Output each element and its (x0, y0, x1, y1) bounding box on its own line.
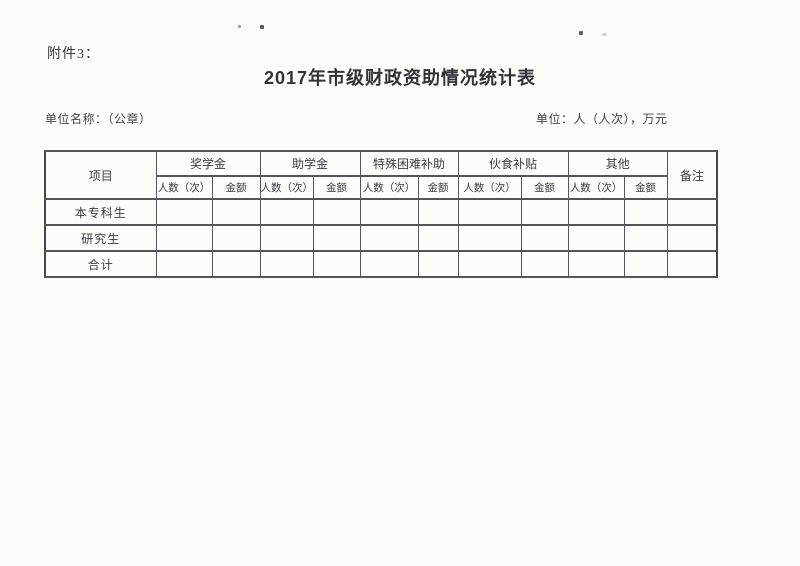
table-cell (259, 224, 314, 252)
table-cell-remark (666, 224, 718, 252)
table-cell (417, 250, 459, 278)
column-header-scholarship: 奖学金 (155, 150, 261, 177)
scan-speck (602, 33, 607, 36)
column-header-remarks: 备注 (666, 150, 718, 200)
subheader-other-count: 人数（次） (567, 175, 625, 200)
row-label-total: 合计 (44, 250, 157, 278)
table-cell (312, 250, 361, 278)
table-cell (312, 224, 361, 252)
table-cell (567, 250, 625, 278)
table-cell (567, 198, 625, 226)
attachment-label: 附件3： (47, 47, 100, 62)
table-header-group-row: 项目 奖学金 助学金 特殊困难补助 伙食补贴 其他 备注 (44, 150, 718, 200)
subheader-special-amount: 金额 (417, 175, 459, 200)
table-cell (211, 198, 261, 226)
table-cell (623, 224, 668, 252)
table-cell-remark (666, 198, 718, 226)
scan-speck (260, 25, 264, 29)
measure-unit-label: 单位：人（人次），万元 (536, 112, 668, 126)
subheader-grant-amount: 金额 (312, 175, 361, 200)
table-cell (211, 224, 261, 252)
scan-speck (579, 31, 583, 35)
table-cell (155, 198, 213, 226)
column-header-meal-subsidy: 伙食补贴 (457, 150, 569, 177)
column-header-other: 其他 (567, 150, 668, 177)
subheader-scholarship-amount: 金额 (211, 175, 261, 200)
column-header-item: 项目 (44, 150, 157, 200)
financial-aid-table: 项目 奖学金 助学金 特殊困难补助 伙食补贴 其他 备注 人数（次） 金额 人数… (44, 150, 719, 278)
table-cell (457, 198, 522, 226)
table-cell (567, 224, 625, 252)
table-cell (359, 250, 419, 278)
table-cell (457, 250, 522, 278)
column-header-special-hardship-subsidy: 特殊困难补助 (359, 150, 459, 177)
table-cell (457, 224, 522, 252)
table-cell-remark (666, 250, 718, 278)
table-cell (312, 198, 361, 226)
unit-name-label: 单位名称：（公章） (45, 112, 152, 126)
subheader-special-count: 人数（次） (359, 175, 419, 200)
table-cell (155, 250, 213, 278)
table-cell (520, 198, 569, 226)
page-title: 2017年市级财政资助情况统计表 (263, 68, 537, 88)
subheader-scholarship-count: 人数（次） (155, 175, 213, 200)
subheader-meal-count: 人数（次） (457, 175, 522, 200)
table-row-graduate: 研究生 (44, 224, 718, 252)
table-cell (417, 224, 459, 252)
table-cell (259, 250, 314, 278)
table-cell (520, 250, 569, 278)
table-cell (259, 198, 314, 226)
table-cell (623, 198, 668, 226)
table-cell (155, 224, 213, 252)
subheader-other-amount: 金额 (623, 175, 668, 200)
table-cell (211, 250, 261, 278)
table-row-total: 合计 (44, 250, 718, 278)
table-cell (359, 198, 419, 226)
row-label-graduate: 研究生 (44, 224, 157, 252)
table-row-undergraduate: 本专科生 (44, 198, 718, 226)
row-label-undergraduate: 本专科生 (44, 198, 157, 226)
column-header-grant: 助学金 (259, 150, 361, 177)
table-cell (623, 250, 668, 278)
scan-speck (238, 25, 241, 28)
subheader-meal-amount: 金额 (520, 175, 569, 200)
subheader-grant-count: 人数（次） (259, 175, 314, 200)
table-cell (417, 198, 459, 226)
table-cell (520, 224, 569, 252)
table-cell (359, 224, 419, 252)
table-header-sub-row: 人数（次） 金额 人数（次） 金额 人数（次） 金额 人数（次） 金额 人数（次… (45, 175, 717, 200)
